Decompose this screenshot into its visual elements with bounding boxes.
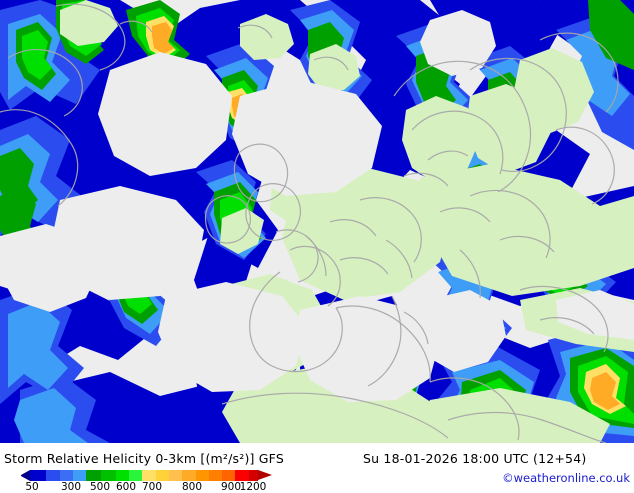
colorbar-high-arrow <box>258 470 272 480</box>
colorbar-tick-50: 50 <box>25 481 39 493</box>
colorbar-segment-780 <box>196 470 209 481</box>
colorbar-legend[interactable] <box>21 470 272 481</box>
product-title: Storm Relative Helicity 0-3km [(m²/s²)] … <box>4 451 284 466</box>
colorbar-segment-650 <box>142 470 156 481</box>
copyright-notice: ©weatheronline.co.uk <box>502 471 630 485</box>
colorbar-segment-500 <box>101 470 116 481</box>
colorbar-tick-500: 500 <box>89 481 111 493</box>
colorbar-segment-550 <box>116 470 129 481</box>
colorbar-low-arrow <box>21 470 30 481</box>
colorbar-segment-600 <box>129 470 142 481</box>
colorbar-segment-50 <box>30 470 46 481</box>
model-run-timestamp: Su 18-01-2026 18:00 UTC (12+54) <box>363 451 587 466</box>
colorbar-segment-400 <box>86 470 101 481</box>
colorbar-tick-300: 300 <box>60 481 82 493</box>
colorbar-segment-720 <box>169 470 182 481</box>
colorbar-tick-600: 600 <box>115 481 137 493</box>
colorbar-tick-900: 900 <box>220 481 242 493</box>
colorbar-segment-900 <box>235 470 249 481</box>
colorbar-segment-750 <box>182 470 196 481</box>
colorbar-segment-800 <box>209 470 222 481</box>
colorbar-segment-300 <box>73 470 86 481</box>
weather-map-canvas[interactable] <box>0 0 634 443</box>
colorbar-segment-700 <box>156 470 169 481</box>
colorbar-tick-1200: 1200 <box>239 481 267 493</box>
colorbar-segment-850 <box>222 470 235 481</box>
colorbar-tick-800: 800 <box>181 481 203 493</box>
colorbar-tick-700: 700 <box>141 481 163 493</box>
colorbar-segment-200 <box>60 470 73 481</box>
colorbar-segment-100 <box>46 470 60 481</box>
helicity-field-raster <box>0 0 634 443</box>
map-footer: Storm Relative Helicity 0-3km [(m²/s²)] … <box>0 443 634 490</box>
colorbar-segment-1200 <box>249 470 258 481</box>
